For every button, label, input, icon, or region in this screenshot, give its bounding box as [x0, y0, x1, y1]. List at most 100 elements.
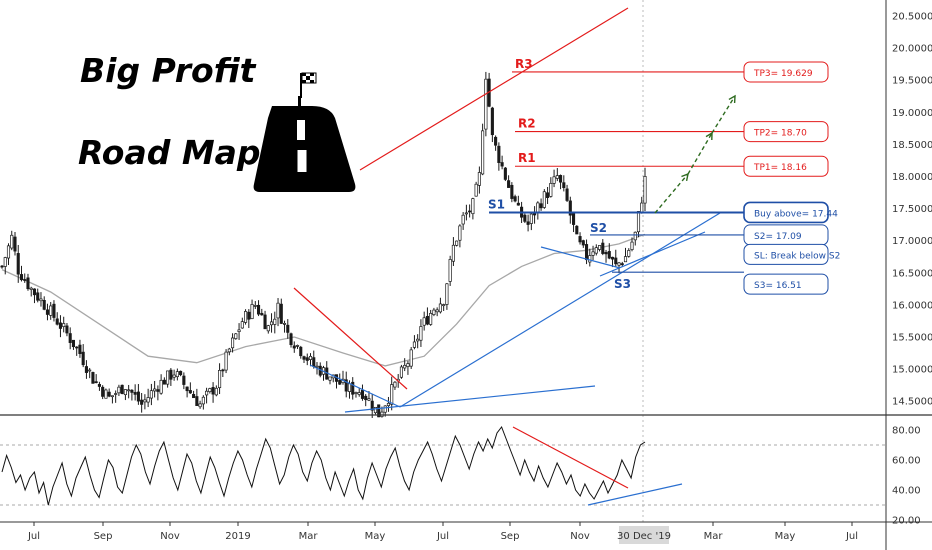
candle-body — [234, 333, 238, 339]
candle-body — [422, 317, 426, 326]
candle-body — [149, 390, 153, 399]
candle-body — [383, 405, 387, 413]
candle-body — [55, 318, 59, 325]
candle-body — [117, 386, 121, 394]
candle-body — [305, 357, 309, 361]
candle-body — [286, 324, 290, 333]
candle-body — [438, 303, 442, 313]
candle-body — [380, 411, 384, 417]
rsi-tick-label: 40.00 — [892, 486, 921, 497]
candle-body — [367, 398, 371, 401]
candle-body — [448, 259, 452, 282]
candle-body — [627, 250, 631, 257]
candle-body — [630, 241, 634, 250]
candle-body — [253, 305, 257, 307]
candle-body — [351, 381, 355, 395]
candle-body — [257, 304, 261, 315]
candle-body — [643, 176, 647, 204]
candle-body — [42, 300, 46, 310]
moving-average — [1, 233, 646, 367]
candle-body — [13, 236, 17, 252]
time-highlight-box — [619, 526, 669, 544]
candle-body — [169, 369, 173, 380]
candle-body — [513, 196, 517, 202]
candle-body — [289, 333, 293, 345]
projection-segment — [711, 95, 736, 134]
candle-body — [591, 251, 595, 256]
candle-body — [130, 389, 134, 393]
candle-body — [607, 251, 611, 259]
level-box — [743, 61, 829, 83]
candle-body — [529, 213, 533, 224]
projection-segment — [654, 173, 689, 214]
candle-body — [273, 318, 277, 325]
candles — [0, 71, 647, 418]
candle-body — [425, 315, 429, 325]
price-tick-label: 19.50000 — [892, 76, 932, 87]
level-label: SL: Break below S2 — [754, 251, 840, 261]
trend-line-blue-5 — [599, 231, 706, 277]
candle-body — [623, 256, 628, 263]
level-box — [743, 155, 829, 177]
candle-body — [601, 242, 605, 254]
candle-body — [445, 283, 449, 305]
candle-body — [45, 309, 50, 315]
candle-body — [604, 252, 608, 255]
candle-body — [364, 395, 368, 401]
trend-line-blue-2 — [399, 212, 721, 408]
level-marker-r1: R1 — [518, 151, 536, 165]
candle-body — [269, 321, 274, 326]
candle-body — [610, 256, 615, 260]
rsi-panel — [0, 425, 886, 506]
candle-body — [503, 167, 507, 180]
candle-body — [231, 337, 235, 349]
level-label: Buy above= 17.44 — [754, 209, 838, 219]
candle-body — [568, 200, 572, 216]
rsi-line — [1, 425, 646, 506]
trend-line-red-down — [293, 287, 408, 390]
candle-body — [559, 175, 563, 183]
candle-body — [123, 389, 127, 396]
candle-body — [510, 184, 514, 199]
candle-body — [10, 234, 14, 249]
candle-body — [84, 366, 88, 373]
candle-body — [263, 314, 267, 330]
rsi-trend-red — [512, 426, 629, 489]
candle-body — [597, 245, 602, 250]
candle-body — [260, 312, 264, 316]
price-tick-label: 16.00000 — [892, 300, 932, 311]
level-label: S3= 16.51 — [754, 281, 802, 291]
candle-body — [636, 211, 641, 233]
candle-body — [464, 212, 468, 215]
candle-body — [153, 388, 157, 392]
level-label: S2= 17.09 — [754, 232, 802, 242]
price-tick-label: 19.00000 — [892, 108, 932, 119]
candle-body — [494, 136, 498, 146]
time-tick-label: Jul — [436, 531, 449, 542]
candle-body — [399, 366, 403, 378]
candle-body — [3, 257, 7, 267]
candle-body — [507, 180, 511, 188]
candle-body — [432, 309, 436, 315]
candle-body — [354, 392, 358, 394]
candle-body — [179, 370, 183, 376]
candle-body — [208, 388, 212, 393]
trend-line-blue-4 — [540, 246, 621, 269]
candle-body — [182, 375, 186, 385]
rsi-tick-label: 20.00 — [892, 516, 921, 527]
trend-line-blue-3 — [344, 385, 596, 413]
candle-body — [133, 392, 137, 395]
candle-body — [412, 341, 416, 348]
candle-body — [75, 346, 79, 349]
candle-body — [19, 274, 24, 281]
candle-body — [218, 370, 222, 389]
level-marker-r3: R3 — [515, 57, 533, 71]
candle-body — [542, 191, 546, 208]
candle-body — [156, 389, 160, 392]
projection-arrowhead — [728, 94, 736, 104]
candle-body — [484, 78, 488, 130]
candle-body — [97, 383, 101, 387]
candle-body — [308, 355, 313, 360]
candle-body — [292, 345, 296, 349]
